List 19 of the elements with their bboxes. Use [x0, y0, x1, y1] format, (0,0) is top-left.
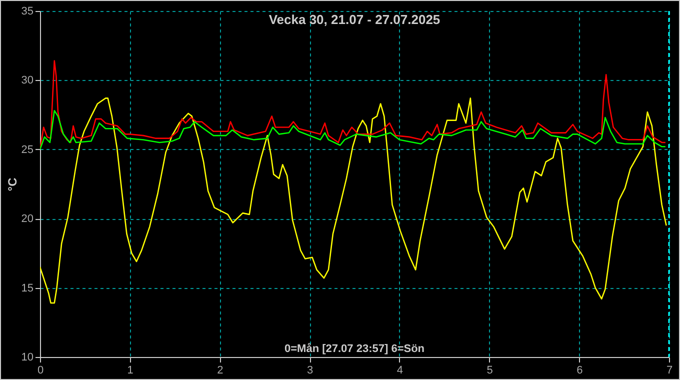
chart-title: Vecka 30, 21.07 - 27.07.2025: [268, 12, 440, 27]
y-tick-label: 10: [21, 352, 34, 364]
x-tick-label: 4: [396, 364, 403, 376]
x-tick-label: 3: [307, 364, 314, 376]
x-tick-label: 0: [37, 364, 44, 376]
y-tick-label: 20: [21, 213, 34, 226]
x-tick-label: 2: [217, 364, 224, 376]
x-tick-label: 1: [127, 364, 134, 376]
x-tick-label: 7: [666, 364, 673, 376]
y-tick-label: 30: [21, 74, 34, 87]
y-tick-label: 35: [21, 6, 34, 18]
annotation: 0=Mån [27.07 23:57] 6=Sön: [284, 342, 425, 355]
y-axis-title: °C: [5, 177, 20, 192]
line-series: [40, 98, 667, 304]
x-tick-label: 5: [486, 364, 493, 376]
line-series: [40, 110, 666, 150]
y-tick-label: 25: [21, 144, 34, 156]
x-tick-label: 6: [576, 364, 583, 376]
y-tick-label: 15: [21, 282, 34, 294]
